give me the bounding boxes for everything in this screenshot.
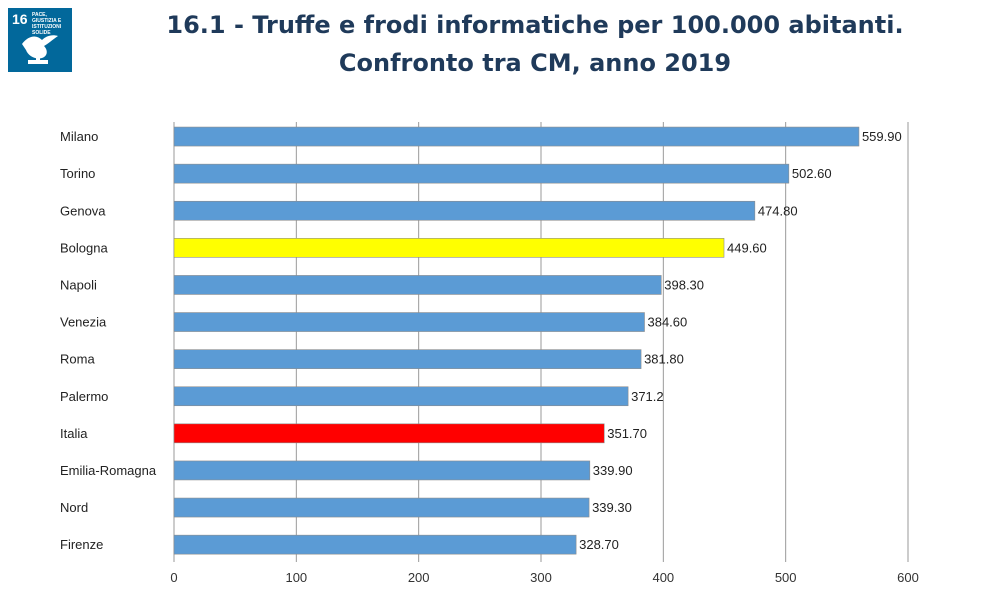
x-tick-label: 600 <box>897 570 919 585</box>
value-label: 559.90 <box>862 129 902 144</box>
category-label: Bologna <box>60 240 108 255</box>
x-tick-label: 200 <box>408 570 430 585</box>
sdg-logo-number: 16 <box>12 11 28 27</box>
category-label: Nord <box>60 500 88 515</box>
x-tick-label: 400 <box>652 570 674 585</box>
x-tick-label: 500 <box>775 570 797 585</box>
page-title: 16.1 - Truffe e frodi informatiche per 1… <box>80 6 990 82</box>
bar <box>173 238 725 258</box>
category-label: Roma <box>60 352 95 367</box>
x-tick-label: 0 <box>170 570 177 585</box>
value-label: 384.60 <box>647 315 687 330</box>
value-label: 339.90 <box>593 463 633 478</box>
bar <box>173 275 662 295</box>
value-label: 371.2 <box>631 389 664 404</box>
sdg-16-logo: 16 PACE, GIUSTIZIA E ISTITUZIONI SOLIDE <box>8 8 72 72</box>
category-label: Venezia <box>60 315 107 330</box>
bar <box>173 312 645 332</box>
category-label: Genova <box>60 203 106 218</box>
category-label: Milano <box>60 129 98 144</box>
bar <box>173 534 577 555</box>
category-label: Emilia-Romagna <box>60 463 157 478</box>
bar <box>173 423 605 444</box>
category-label: Firenze <box>60 537 103 552</box>
bar <box>173 460 591 481</box>
title-line-2: Confronto tra CM, anno 2019 <box>338 49 732 77</box>
bar <box>173 200 756 221</box>
bar <box>173 349 642 369</box>
category-label: Torino <box>60 166 95 181</box>
value-label: 381.80 <box>644 352 684 367</box>
value-label: 449.60 <box>727 240 767 255</box>
title-line-1: 16.1 - Truffe e frodi informatiche per 1… <box>166 11 904 39</box>
x-tick-label: 100 <box>285 570 307 585</box>
bar <box>173 126 860 147</box>
x-tick-label: 300 <box>530 570 552 585</box>
value-label: 474.80 <box>758 203 798 218</box>
category-label: Palermo <box>60 389 108 404</box>
bar <box>173 497 590 518</box>
bar <box>173 163 790 184</box>
category-label: Napoli <box>60 277 97 292</box>
dove-gavel-icon <box>22 35 58 64</box>
value-label: 351.70 <box>607 426 647 441</box>
category-label: Italia <box>60 426 88 441</box>
sdg-logo-goal-text: PACE, GIUSTIZIA E ISTITUZIONI SOLIDE <box>32 12 62 36</box>
value-label: 502.60 <box>792 166 832 181</box>
value-label: 328.70 <box>579 537 619 552</box>
bar <box>173 386 629 407</box>
value-label: 339.30 <box>592 500 632 515</box>
value-label: 398.30 <box>664 277 704 292</box>
